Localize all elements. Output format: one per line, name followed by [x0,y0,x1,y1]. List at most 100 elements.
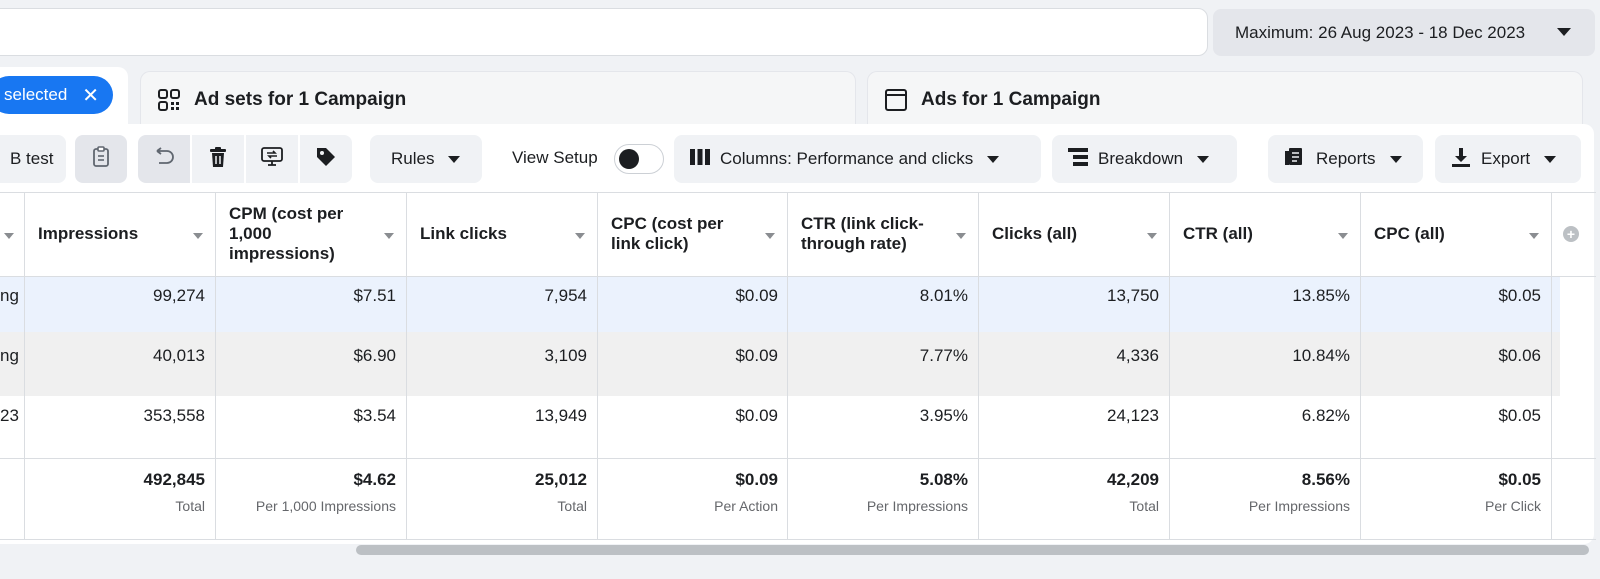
sort-caret-icon [1147,233,1157,239]
total-value: $0.09 [735,470,778,489]
column-header-ctr-link[interactable]: CTR (link click-through rate) [787,192,978,276]
total-cell: 5.08% Per Impressions [787,470,968,514]
table-cell: 8.01% [919,286,968,305]
table-cell: 13,949 [535,406,587,425]
columns-label: Columns: Performance and clicks [720,149,974,168]
header-label: Clicks (all) [992,224,1078,243]
search-bar[interactable] [0,8,1208,56]
total-sublabel: Per 1,000 Impressions [255,498,396,514]
total-value: 25,012 [535,470,587,489]
grid-icon [157,88,181,112]
table-cell: 13.85% [1292,286,1350,305]
table-cell: $0.06 [1498,346,1541,365]
table-cell: 13,750 [1107,286,1159,305]
total-cell: $0.09 Per Action [597,470,778,514]
undo-button[interactable] [138,135,190,183]
tag-button[interactable] [300,135,352,183]
table-cell: 7.77% [919,346,968,365]
sort-caret-icon [575,233,585,239]
total-sublabel: Total [175,498,205,514]
total-cell: 492,845 Total [24,470,205,514]
row-name-fragment: 23 [0,406,19,425]
column-header-ctr-all[interactable]: CTR (all) [1169,192,1360,276]
table-cell: $0.09 [735,286,778,305]
rules-dropdown[interactable]: Rules [370,135,482,183]
sort-caret-icon[interactable] [4,233,14,239]
header-label: CPC (all) [1374,224,1445,243]
delete-button[interactable] [192,135,244,183]
download-icon [1451,147,1471,172]
chevron-down-icon [1544,155,1557,163]
table-cell: $0.09 [735,406,778,425]
total-value: $4.62 [353,470,396,489]
table-cell: 40,013 [153,346,205,365]
header-label: Impressions [38,224,139,243]
total-cell: $4.62 Per 1,000 Impressions [215,470,396,514]
table-top-border [0,192,1596,193]
window-icon [884,88,908,112]
total-value: 5.08% [919,470,968,489]
chevron-down-icon [1197,155,1210,163]
chevron-down-icon [448,155,461,163]
add-column-icon[interactable]: + [1563,226,1579,242]
sort-caret-icon [1529,233,1539,239]
header-bottom-border [0,276,1596,277]
date-range-button[interactable]: Maximum: 26 Aug 2023 - 18 Dec 2023 [1213,9,1595,56]
total-value: 8.56% [1301,470,1350,489]
column-header-cpm[interactable]: CPM (cost per 1,000 impressions) [215,192,406,276]
row-name-fragment: ng [0,286,19,305]
columns-icon [690,148,710,170]
breakdown-label: Breakdown [1098,149,1184,168]
export-dropdown[interactable]: Export [1435,135,1581,183]
duplicate-button[interactable] [75,135,127,183]
reports-label: Reports [1316,149,1376,168]
ab-test-label: B test [10,149,54,168]
tab-ad-sets[interactable]: Ad sets for 1 Campaign [140,71,856,127]
ab-test-button[interactable]: B test [0,135,66,183]
totals-top-border [0,458,1596,459]
columns-dropdown[interactable]: Columns: Performance and clicks [674,135,1041,183]
sort-caret-icon [193,233,203,239]
edit-button[interactable] [246,135,298,183]
total-sublabel: Per Impressions [1248,498,1350,514]
header-label: CTR (all) [1183,224,1253,243]
export-label: Export [1481,149,1531,168]
reports-icon [1284,147,1306,172]
breakdown-icon [1068,147,1088,171]
breakdown-dropdown[interactable]: Breakdown [1052,135,1237,183]
clipboard-icon [91,145,111,173]
reports-dropdown[interactable]: Reports [1268,135,1423,183]
column-header-cpc-all[interactable]: CPC (all) [1360,192,1551,276]
total-cell: 8.56% Per Impressions [1169,470,1350,514]
total-cell: 42,209 Total [978,470,1159,514]
selected-filter-pill[interactable]: selected ✕ [0,76,113,114]
total-cell: $0.05 Per Click [1360,470,1541,514]
total-sublabel: Per Click [1484,498,1541,514]
tab-ads[interactable]: Ads for 1 Campaign [867,71,1583,127]
column-header-impressions[interactable]: Impressions [24,192,215,276]
tab-ads-label: Ads for 1 Campaign [921,88,1101,110]
column-header-cpc-link[interactable]: CPC (cost per link click) [597,192,787,276]
total-sublabel: Total [1129,498,1159,514]
table-cell: $3.54 [353,406,396,425]
column-header-clicks-all[interactable]: Clicks (all) [978,192,1169,276]
undo-icon [153,146,175,172]
total-value: 492,845 [143,470,205,489]
table-cell: $7.51 [353,286,396,305]
total-sublabel: Per Impressions [866,498,968,514]
column-header-link-clicks[interactable]: Link clicks [406,192,597,276]
sort-caret-icon [384,233,394,239]
header-label: Link clicks [420,224,507,243]
table-cell: 6.82% [1301,406,1350,425]
toggle-knob [619,149,639,169]
view-setup-label: View Setup [512,148,598,167]
total-value: $0.05 [1498,470,1541,489]
table-cell: 3.95% [919,406,968,425]
table-cell: 4,336 [1116,346,1159,365]
view-setup-toggle[interactable] [614,144,664,174]
selected-pill-label: selected [4,85,68,104]
rules-label: Rules [391,149,435,168]
horizontal-scrollbar[interactable] [356,545,1589,555]
sort-caret-icon [1338,233,1348,239]
close-icon[interactable]: ✕ [82,85,99,107]
